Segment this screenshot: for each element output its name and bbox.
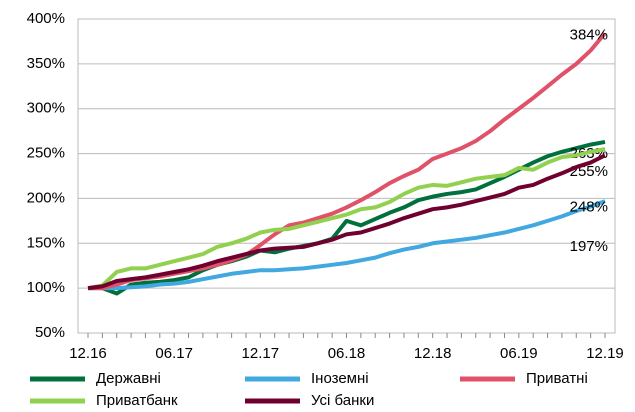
y-tick-label: 150% xyxy=(27,234,65,251)
y-tick-label: 300% xyxy=(27,100,65,117)
y-tick-label: 250% xyxy=(27,145,65,162)
y-tick-label: 100% xyxy=(27,279,65,296)
x-tick-label: 12.18 xyxy=(414,345,452,362)
line-series xyxy=(88,199,606,291)
end-label: 384% xyxy=(570,26,608,43)
x-tick-label: 12.16 xyxy=(69,345,107,362)
end-label: 197% xyxy=(570,238,608,255)
legend-label: Усі банки xyxy=(311,392,374,409)
legend-label: Іноземні xyxy=(311,370,369,387)
x-tick-label: 12.19 xyxy=(586,345,624,362)
x-tick-label: 12.17 xyxy=(242,345,280,362)
legend-label: Приватбанк xyxy=(96,392,178,409)
line-series xyxy=(87,153,606,291)
x-tick-label: 06.17 xyxy=(155,345,193,362)
line-series xyxy=(87,147,606,291)
x-tick-label: 06.19 xyxy=(500,345,538,362)
y-tick-label: 400% xyxy=(27,10,65,27)
y-tick-label: 50% xyxy=(35,324,65,341)
line-series xyxy=(88,32,607,291)
x-tick-label: 06.18 xyxy=(328,345,366,362)
line-series xyxy=(88,139,606,296)
y-tick-label: 200% xyxy=(27,189,65,206)
y-tick-label: 350% xyxy=(27,55,65,72)
legend-label: Державні xyxy=(96,370,161,387)
end-label: 248% xyxy=(570,198,608,215)
legend-label: Приватні xyxy=(526,370,588,387)
